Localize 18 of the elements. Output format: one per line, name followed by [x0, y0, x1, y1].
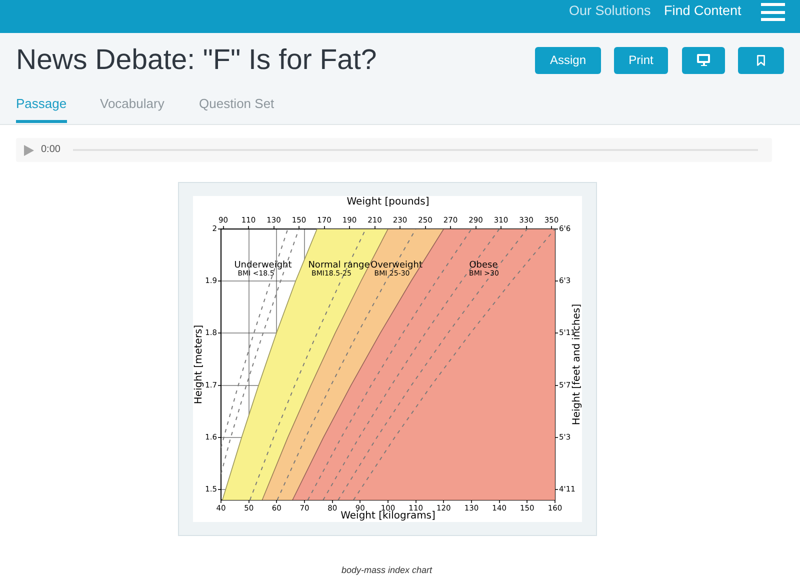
- text: Passage: [16, 96, 67, 111]
- chart-title: News Debate: "F" Is for Fat?: [16, 44, 377, 76]
- text: Vocabulary: [100, 96, 164, 111]
- annotation: Underweight: [234, 260, 292, 270]
- line-series: [221, 229, 300, 474]
- text: body-mass index chart: [342, 565, 432, 576]
- button: Assign: [535, 47, 601, 74]
- annotation: Obese: [469, 260, 498, 270]
- text: Find Content: [664, 3, 742, 19]
- annotation: Overweight: [370, 260, 423, 270]
- annotation: Normal range: [308, 260, 370, 270]
- y-axis-title: Height [meters]: [194, 324, 205, 404]
- text: Question Set: [199, 96, 274, 111]
- x2-axis-title: Weight [pounds]: [346, 196, 430, 208]
- button: Print: [614, 47, 668, 74]
- text: Our Solutions: [569, 3, 651, 19]
- text: 0:00: [41, 144, 60, 156]
- x-axis-title: Weight [kilograms]: [340, 510, 436, 522]
